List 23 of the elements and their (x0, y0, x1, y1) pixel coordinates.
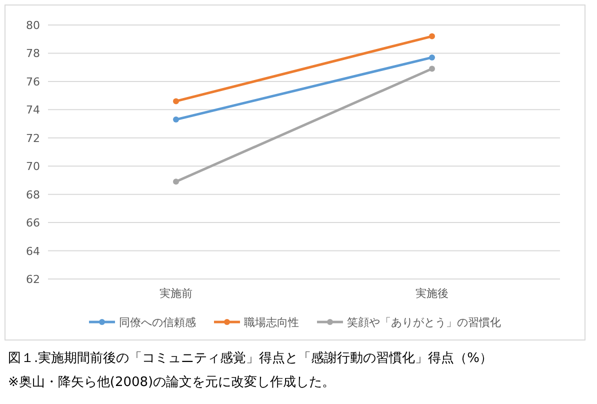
point (429, 33, 435, 40)
legend-label: 同僚への信頼感 (119, 316, 196, 329)
legend-label: 職場志向性 (244, 316, 299, 329)
point (173, 178, 179, 185)
y-tick-label: 72 (26, 132, 40, 145)
y-tick-label: 78 (26, 47, 40, 60)
y-tick-label: 76 (26, 75, 40, 88)
y-tick-label: 68 (26, 188, 40, 202)
x-tick-label: 実施後 (416, 287, 448, 300)
y-tick-label: 64 (26, 244, 40, 258)
y-tick-label: 70 (26, 160, 40, 174)
legend-label: 笑顔や「ありがとう」の習慣化 (347, 316, 501, 329)
x-tick-label: 実施前 (160, 287, 192, 300)
point (173, 116, 179, 123)
y-tick-label: 66 (26, 216, 40, 230)
caption: 図１.実施期間前後の「コミュニティ感覚」得点と「感謝行動の習慣化」得点（%） (8, 350, 492, 366)
y-tick-label: 80 (26, 19, 40, 32)
point (429, 54, 435, 60)
y-tick-label: 74 (26, 104, 40, 117)
point (429, 66, 435, 72)
text: ※奥山・降矢ら他(2008)の論文を元に改変し作成した。 (8, 374, 336, 390)
point (173, 98, 179, 104)
y-tick-label: 62 (26, 273, 40, 286)
